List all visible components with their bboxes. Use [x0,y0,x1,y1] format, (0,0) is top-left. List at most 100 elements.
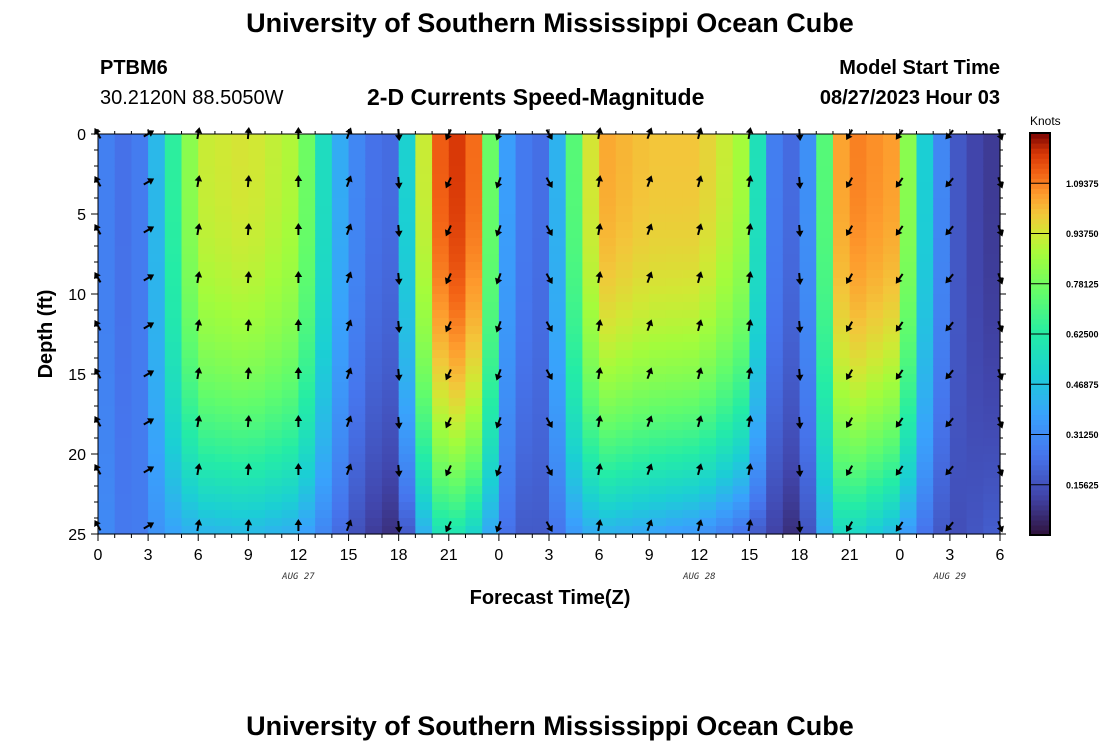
heatmap-cell [816,238,833,247]
heatmap-cell [165,518,182,527]
heatmap-cell [683,478,700,487]
heatmap-cell [883,478,900,487]
heatmap-cell [599,230,616,239]
heatmap-cell [866,302,883,311]
heatmap-cell [733,334,750,343]
heatmap-cell [499,310,516,319]
heatmap-cell [599,398,616,407]
heatmap-cell [599,166,616,175]
heatmap-cell [699,510,716,519]
heatmap-cell [983,526,1000,535]
heatmap-cell [232,174,249,183]
heatmap-cell [783,390,800,399]
heatmap-cell [465,342,482,351]
heatmap-cell [666,422,683,431]
heatmap-cell [232,374,249,383]
heatmap-cell [800,222,817,231]
heatmap-cell [783,414,800,423]
heatmap-cell [482,262,499,271]
heatmap-cell [933,446,950,455]
heatmap-cell [482,438,499,447]
heatmap-cell [916,182,933,191]
heatmap-cell [349,446,366,455]
heatmap-cell [148,246,165,255]
heatmap-cell [582,326,599,335]
heatmap-cell [633,342,650,351]
heatmap-cell [900,342,917,351]
heatmap-cell [265,334,282,343]
heatmap-cell [683,302,700,311]
heatmap-cell [800,414,817,423]
heatmap-cell [131,486,148,495]
heatmap-cell [699,486,716,495]
heatmap-cell [148,342,165,351]
colorbar-swatch [1030,143,1050,149]
heatmap-cell [549,358,566,367]
heatmap-cell [850,510,867,519]
colorbar-swatch [1030,213,1050,219]
heatmap-cell [633,206,650,215]
heatmap-cell [733,358,750,367]
heatmap-cell [131,190,148,199]
heatmap-cell [716,190,733,199]
heatmap-cell [816,286,833,295]
heatmap-cell [599,182,616,191]
heatmap-cell [850,198,867,207]
heatmap-cell [115,510,132,519]
heatmap-cell [131,238,148,247]
heatmap-cell [532,422,549,431]
heatmap-cell [833,502,850,511]
heatmap-cell [616,350,633,359]
heatmap-cell [332,270,349,279]
heatmap-cell [449,398,466,407]
heatmap-cell [532,382,549,391]
heatmap-cell [633,142,650,151]
heatmap-cell [148,454,165,463]
heatmap-cell [182,182,199,191]
heatmap-cell [131,214,148,223]
heatmap-cell [983,446,1000,455]
heatmap-cell [131,142,148,151]
heatmap-cell [148,390,165,399]
heatmap-cell [165,398,182,407]
heatmap-cell [449,478,466,487]
heatmap-cell [382,518,399,527]
heatmap-cell [232,494,249,503]
heatmap-cell [933,334,950,343]
heatmap-cell [215,470,232,479]
heatmap-cell [582,342,599,351]
heatmap-cell [315,182,332,191]
heatmap-cell [365,454,382,463]
heatmap-cell [649,166,666,175]
heatmap-cell [165,478,182,487]
heatmap-cell [499,414,516,423]
heatmap-cell [449,374,466,383]
heatmap-cell [232,382,249,391]
heatmap-cell [916,246,933,255]
heatmap-cell [599,310,616,319]
heatmap-cell [649,374,666,383]
heatmap-cell [900,134,917,143]
heatmap-cell [900,422,917,431]
heatmap-cell [399,502,416,511]
heatmap-cell [282,198,299,207]
heatmap-cell [482,302,499,311]
heatmap-cell [900,446,917,455]
heatmap-cell [833,174,850,183]
heatmap-cell [332,238,349,247]
colorbar-swatch [1030,404,1050,410]
heatmap-cell [766,134,783,143]
heatmap-cell [749,230,766,239]
heatmap-cell [883,518,900,527]
heatmap-cell [499,238,516,247]
heatmap-cell [599,326,616,335]
heatmap-cell [816,334,833,343]
heatmap-cell [616,510,633,519]
heatmap-cell [616,158,633,167]
heatmap-cell [165,358,182,367]
heatmap-cell [432,318,449,327]
heatmap-cell [666,478,683,487]
heatmap-cell [182,422,199,431]
heatmap-cell [349,246,366,255]
heatmap-cell [733,366,750,375]
